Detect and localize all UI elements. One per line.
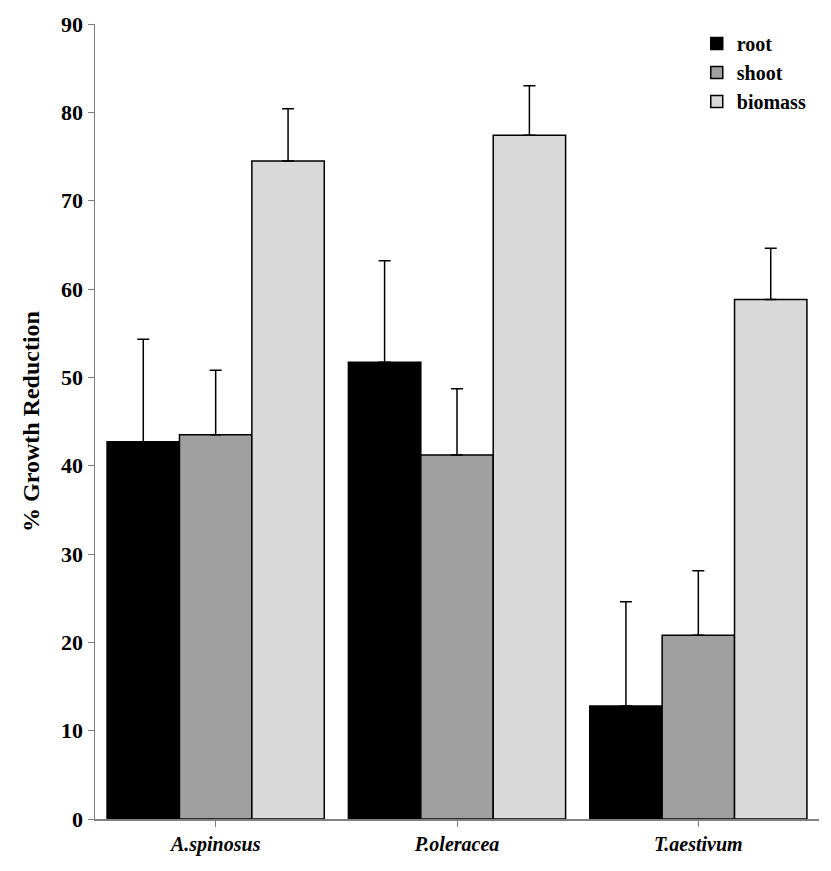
svg-text:70: 70	[61, 188, 83, 213]
svg-text:80: 80	[61, 100, 83, 125]
svg-text:90: 90	[61, 12, 83, 37]
svg-text:30: 30	[61, 542, 83, 567]
svg-text:P.oleracea: P.oleracea	[414, 833, 500, 855]
svg-text:40: 40	[61, 453, 83, 478]
svg-text:60: 60	[61, 277, 83, 302]
svg-text:T.aestivum: T.aestivum	[654, 833, 743, 855]
svg-text:20: 20	[61, 630, 83, 655]
svg-text:root: root	[737, 33, 773, 55]
svg-text:shoot: shoot	[737, 62, 783, 84]
svg-text:A.spinosus: A.spinosus	[169, 833, 261, 856]
svg-text:50: 50	[61, 365, 83, 390]
svg-text:0: 0	[72, 807, 83, 832]
svg-text:% Growth Reduction: % Growth Reduction	[18, 311, 44, 532]
svg-text:10: 10	[61, 718, 83, 743]
svg-text:biomass: biomass	[737, 91, 806, 113]
